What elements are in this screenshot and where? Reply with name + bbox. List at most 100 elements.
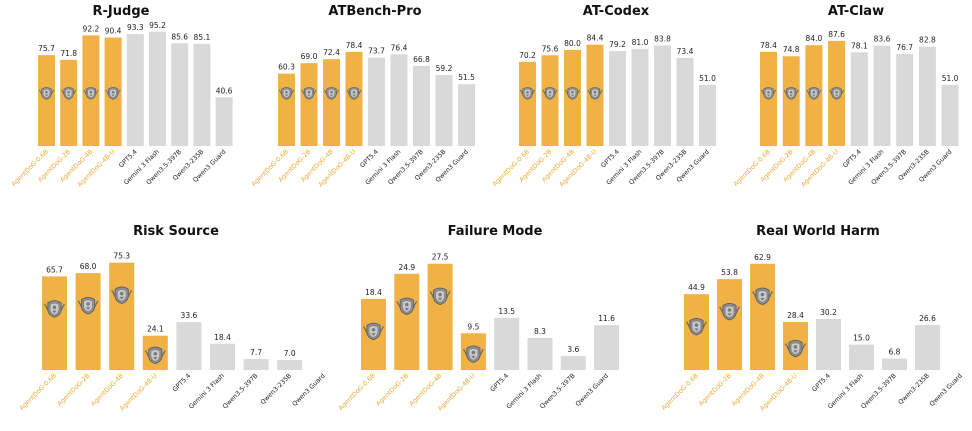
- data-label: 87.6: [828, 30, 845, 39]
- tick-label: AgentDoG-0.6B: [10, 148, 49, 187]
- data-label: 79.2: [609, 40, 626, 49]
- logo-emblem: [323, 87, 340, 100]
- bar: [38, 55, 55, 146]
- logo-emblem: [396, 297, 418, 316]
- data-label: 44.9: [688, 283, 705, 292]
- data-label: 83.6: [874, 35, 891, 44]
- bar: [390, 54, 408, 146]
- data-label: 3.6: [567, 345, 579, 354]
- bar: [541, 55, 559, 146]
- bar: [850, 52, 868, 146]
- logo-emblem: [38, 87, 55, 100]
- bar: [494, 317, 520, 370]
- bar: [560, 356, 586, 370]
- logo-emblem: [785, 339, 806, 358]
- tick-label: Qwen3 Guard: [928, 372, 963, 407]
- logo-emblem: [105, 87, 121, 100]
- logo-emblem: [363, 322, 384, 341]
- tick-label: GPT5.4: [842, 148, 863, 169]
- data-label: 76.7: [896, 43, 913, 52]
- data-label: 59.2: [436, 64, 453, 73]
- tick-label: Qwen3.5-397B: [539, 372, 577, 410]
- tick-label: GPT5.4: [811, 372, 832, 393]
- data-label: 8.3: [534, 327, 546, 336]
- data-label: 73.4: [677, 47, 694, 56]
- tick-label: AgentDoG-0.6B: [18, 372, 57, 411]
- tick-label: GPT5.4: [600, 148, 621, 169]
- panel-3: AT-Claw78.4AgentDoG-0.6B74.8AgentDoG-2B8…: [732, 4, 958, 189]
- data-label: 18.4: [214, 333, 231, 342]
- tick-label: Qwen3-235B: [259, 372, 293, 406]
- data-label: 75.6: [542, 44, 559, 53]
- tick-label: GPT5.4: [489, 372, 510, 393]
- bar: [210, 343, 235, 370]
- bar: [171, 43, 189, 146]
- bar: [519, 61, 536, 147]
- bar: [873, 45, 891, 146]
- logo-emblem: [564, 87, 581, 100]
- bar: [394, 273, 420, 370]
- data-label: 11.6: [598, 314, 615, 323]
- logo-emblem: [429, 287, 451, 305]
- tick-label: Qwen3-235B: [897, 372, 931, 406]
- bar: [75, 273, 101, 370]
- panel-5: Failure Mode 18.4 AgentDoG-0.6B 24.9 AgentDo…: [337, 224, 620, 413]
- data-label: 70.2: [519, 51, 536, 60]
- data-label: 68.0: [80, 262, 97, 271]
- data-label: 78.1: [851, 41, 868, 50]
- tick-label: Qwen3.5-397B: [222, 372, 260, 410]
- bar: [750, 263, 775, 370]
- tick-label: GPT5.4: [118, 148, 139, 169]
- tick-label: AgentDoG-0.6B: [250, 148, 289, 187]
- logo-emblem: [519, 87, 536, 100]
- data-label: 75.3: [113, 252, 130, 261]
- data-label: 7.0: [284, 349, 296, 358]
- logo-emblem: [828, 87, 845, 100]
- panel-title: Risk Source: [133, 224, 219, 239]
- data-label: 40.6: [216, 86, 233, 95]
- data-label: 28.4: [787, 311, 804, 320]
- data-label: 27.5: [432, 253, 449, 262]
- data-label: 53.8: [721, 268, 738, 277]
- panel-6: Real World Harm 44.9 AgentDoG-0.6B 53.8 Agen…: [660, 224, 963, 413]
- tick-label: AgentDoG-4B-U: [437, 372, 477, 412]
- data-label: 84.4: [587, 34, 604, 43]
- tick-label: Qwen3 Guard: [291, 372, 326, 407]
- data-label: 51.0: [699, 74, 716, 83]
- bar: [427, 263, 453, 370]
- tick-label: GPT5.4: [171, 372, 192, 393]
- data-label: 73.7: [368, 47, 385, 56]
- data-label: 24.1: [147, 325, 164, 334]
- data-label: 78.4: [346, 41, 363, 50]
- bar: [918, 46, 936, 146]
- tick-label: AgentDoG-0.6B: [337, 372, 376, 411]
- data-label: 72.4: [323, 48, 340, 57]
- bar: [896, 53, 914, 146]
- bar: [215, 97, 233, 146]
- data-label: 81.0: [632, 38, 649, 47]
- data-label: 6.8: [889, 348, 901, 357]
- data-label: 30.2: [820, 308, 837, 317]
- bar: [60, 59, 78, 147]
- logo-emblem: [760, 87, 777, 100]
- data-label: 76.4: [391, 43, 408, 52]
- data-label: 24.9: [398, 263, 415, 272]
- bar: [149, 31, 166, 146]
- logo-emblem: [719, 302, 740, 321]
- logo-emblem: [752, 287, 773, 306]
- logo-emblem: [83, 87, 99, 100]
- panel-title: R-Judge: [93, 4, 150, 19]
- tick-label: Gemini 3 Flash: [188, 372, 226, 410]
- bar: [435, 74, 453, 146]
- bar: [699, 84, 716, 146]
- data-label: 66.8: [413, 55, 430, 64]
- panel-title: AT-Claw: [828, 4, 884, 19]
- data-label: 83.8: [654, 34, 671, 43]
- data-label: 18.4: [365, 288, 382, 297]
- bar: [782, 56, 800, 146]
- tick-label: GPT5.4: [359, 148, 380, 169]
- data-label: 65.7: [46, 265, 63, 274]
- logo-emblem: [783, 87, 799, 100]
- data-label: 78.4: [760, 41, 777, 50]
- data-label: 84.0: [806, 34, 823, 43]
